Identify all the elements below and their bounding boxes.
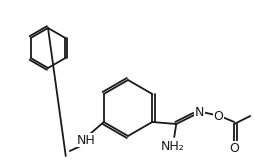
Text: NH: NH bbox=[76, 133, 95, 147]
Text: O: O bbox=[228, 141, 238, 155]
Text: N: N bbox=[194, 106, 203, 119]
Text: NH₂: NH₂ bbox=[160, 139, 183, 153]
Text: O: O bbox=[213, 110, 222, 123]
